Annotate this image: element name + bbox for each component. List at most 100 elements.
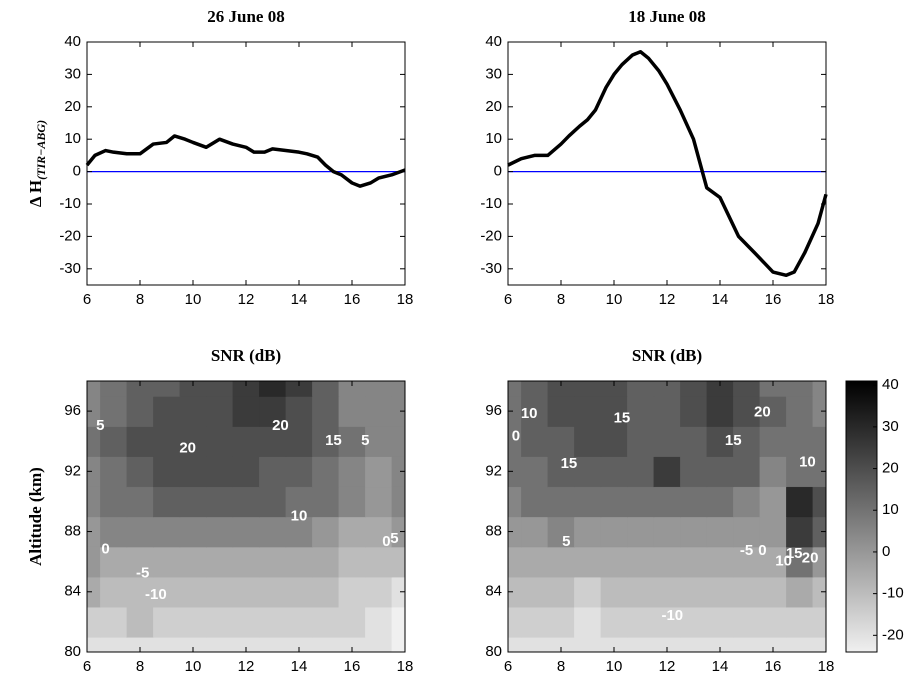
contour-label: 0 — [758, 542, 766, 559]
chart-title: 26 June 08 — [207, 7, 284, 26]
contour-cell — [100, 636, 128, 652]
y-axis-label-main: Altitude (km) — [26, 467, 45, 566]
contour-cell — [206, 381, 234, 397]
contour-cell — [259, 516, 287, 548]
x-tick-label: 8 — [136, 291, 144, 308]
contour-cell — [179, 546, 207, 578]
contour-label: -10 — [145, 586, 167, 603]
y-tick-label: 20 — [485, 98, 502, 115]
contour-cell — [812, 426, 826, 457]
contour-cell — [232, 456, 260, 488]
contour-cell — [206, 636, 234, 652]
contour-cell — [759, 456, 787, 488]
contour-cell — [153, 636, 181, 652]
contour-cell — [680, 456, 708, 488]
contour-cell — [338, 426, 366, 457]
contour-cell — [312, 636, 340, 652]
contour-cell — [365, 576, 393, 608]
contour-cell — [627, 636, 655, 652]
contour-cell — [179, 576, 207, 608]
contour-cell — [786, 381, 814, 397]
contour-cell — [232, 516, 260, 548]
contour-cell — [100, 546, 128, 578]
axes-frame — [507, 41, 827, 286]
x-tick-label: 14 — [291, 658, 308, 675]
contour-cell — [627, 606, 655, 638]
x-tick-label: 6 — [83, 291, 91, 308]
contour-cell — [733, 486, 761, 518]
y-tick-label: -30 — [480, 260, 502, 277]
contour-cell — [87, 381, 101, 397]
contour-cell — [759, 606, 787, 638]
colorbar-tick-label: -10 — [882, 585, 904, 602]
contour-cell — [812, 606, 826, 638]
contour-cell — [653, 456, 681, 488]
colorbar-tick-label: 30 — [882, 418, 899, 435]
contour-cell — [600, 516, 628, 548]
contour-cell — [206, 576, 234, 608]
x-tick-label: 10 — [606, 658, 623, 675]
contour-cell — [547, 395, 575, 427]
contour-cell — [627, 546, 655, 578]
contour-cell — [179, 516, 207, 548]
contour-cell — [100, 576, 128, 608]
contour-label: 15 — [561, 455, 578, 472]
contour-cell — [285, 456, 313, 488]
contour-cell — [259, 576, 287, 608]
y-axis-label: Altitude (km) — [26, 467, 45, 566]
contour-cell — [759, 395, 787, 427]
contour-cell — [574, 381, 602, 397]
contour-cell — [259, 456, 287, 488]
contour-cell — [759, 576, 787, 608]
y-tick-label: 96 — [64, 402, 81, 419]
contour-cell — [259, 381, 287, 397]
contour-cell — [508, 636, 522, 652]
contour-cell — [259, 546, 287, 578]
contour-cell — [259, 486, 287, 518]
contour-cell — [627, 456, 655, 488]
contour-cell — [786, 426, 814, 457]
y-tick-label: -10 — [59, 195, 81, 212]
contour-cell — [338, 606, 366, 638]
contour-cell — [391, 486, 405, 518]
contour-cell — [574, 426, 602, 457]
contour-cell — [391, 381, 405, 397]
contour-cell — [759, 426, 787, 457]
colorbar-tick-label: 0 — [882, 543, 890, 560]
contour-cell — [232, 395, 260, 427]
contour-cell — [706, 516, 734, 548]
contour-cell — [153, 516, 181, 548]
contour-cell — [391, 606, 405, 638]
contour-cell — [232, 576, 260, 608]
contour-cell — [206, 516, 234, 548]
contour-label: -10 — [661, 607, 683, 624]
contour-cell — [547, 486, 575, 518]
contour-cell — [100, 606, 128, 638]
contour-cell — [653, 546, 681, 578]
x-tick-label: 6 — [83, 658, 91, 675]
contour-label: 10 — [775, 553, 792, 570]
y-tick-label: 30 — [64, 65, 81, 82]
contour-cell — [521, 546, 549, 578]
y-tick-label: -10 — [480, 195, 502, 212]
contour-cell — [627, 516, 655, 548]
y-axis-label: Δ H(TIR−ABG) — [26, 120, 48, 207]
contour-label: 15 — [614, 410, 631, 427]
data-line — [85, 134, 406, 188]
contour-cell — [365, 395, 393, 427]
contour-cell — [153, 456, 181, 488]
contour-cell — [365, 426, 393, 457]
x-tick-label: 10 — [185, 658, 202, 675]
contour-cell — [680, 606, 708, 638]
contour-cell — [547, 456, 575, 488]
colorbar-tick-label: 10 — [882, 501, 899, 518]
contour-cell — [508, 546, 522, 578]
contour-cell — [312, 381, 340, 397]
contour-cell — [126, 426, 154, 457]
x-tick-label: 6 — [504, 291, 512, 308]
contour-cell — [521, 576, 549, 608]
y-tick-label: -30 — [59, 260, 81, 277]
contour-label: 0 — [512, 428, 520, 445]
contour-cell — [285, 546, 313, 578]
y-axis-label-main: Δ H — [26, 180, 45, 207]
